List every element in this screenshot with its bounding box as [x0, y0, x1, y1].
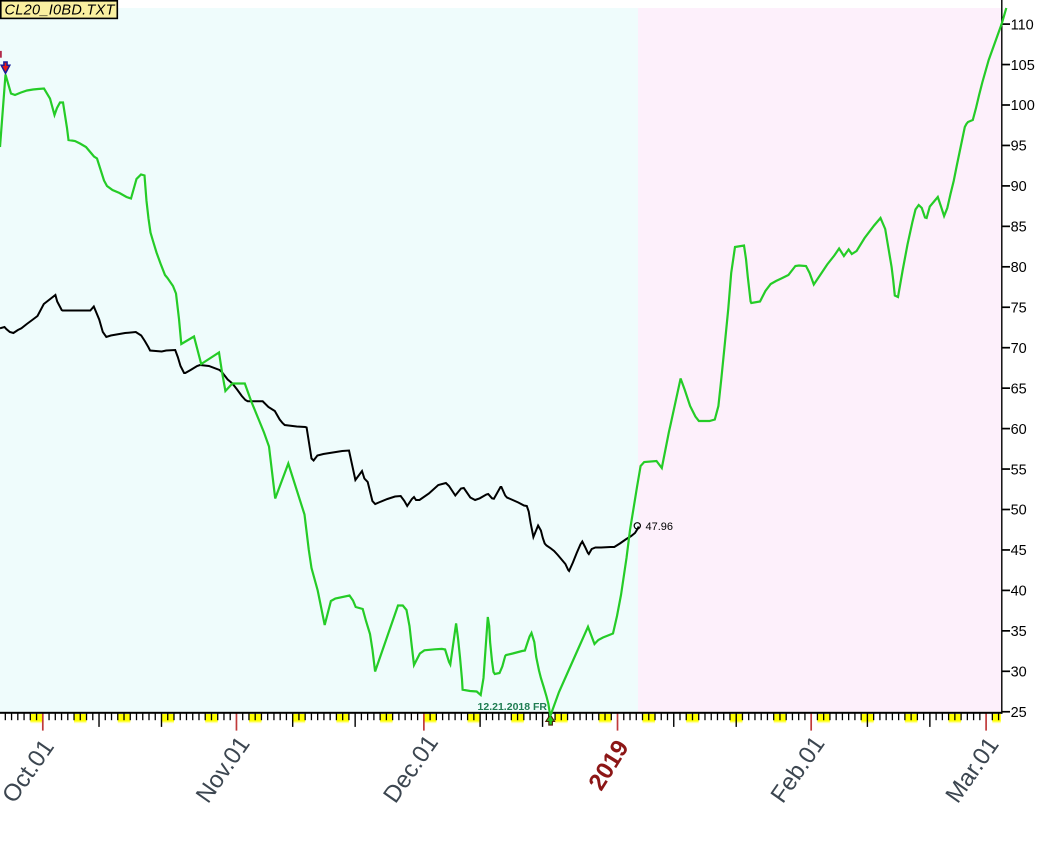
svg-text:CL20_I0BD.TXT: CL20_I0BD.TXT: [5, 3, 116, 19]
svg-text:25: 25: [1011, 705, 1027, 721]
svg-text:75: 75: [1011, 300, 1027, 316]
svg-text:110: 110: [1011, 17, 1034, 33]
svg-text:35: 35: [1011, 624, 1027, 640]
svg-text:60: 60: [1011, 422, 1027, 438]
svg-text:65: 65: [1011, 381, 1027, 397]
svg-text:Nov.01: Nov.01: [191, 732, 256, 808]
svg-text:95: 95: [1011, 139, 1027, 155]
svg-text:Mar.01: Mar.01: [940, 732, 1004, 808]
svg-text:45: 45: [1011, 543, 1027, 559]
svg-text:85: 85: [1011, 220, 1027, 236]
svg-text:2019: 2019: [583, 736, 634, 796]
svg-text:55: 55: [1011, 462, 1027, 478]
svg-text:70: 70: [1011, 341, 1027, 357]
svg-text:80: 80: [1011, 260, 1027, 276]
svg-text:50: 50: [1011, 503, 1027, 519]
svg-text:47.96: 47.96: [646, 521, 674, 533]
svg-text:40: 40: [1011, 584, 1027, 600]
svg-text:Oct.01: Oct.01: [0, 735, 60, 808]
svg-text:30: 30: [1011, 665, 1027, 681]
svg-text:105: 105: [1011, 58, 1035, 74]
svg-text:12.21.2018 FR: 12.21.2018 FR: [478, 701, 548, 713]
svg-text:Dec.01: Dec.01: [378, 730, 444, 808]
svg-text:100: 100: [1011, 98, 1035, 114]
svg-text:Feb.01: Feb.01: [765, 731, 830, 808]
svg-text:90: 90: [1011, 179, 1027, 195]
